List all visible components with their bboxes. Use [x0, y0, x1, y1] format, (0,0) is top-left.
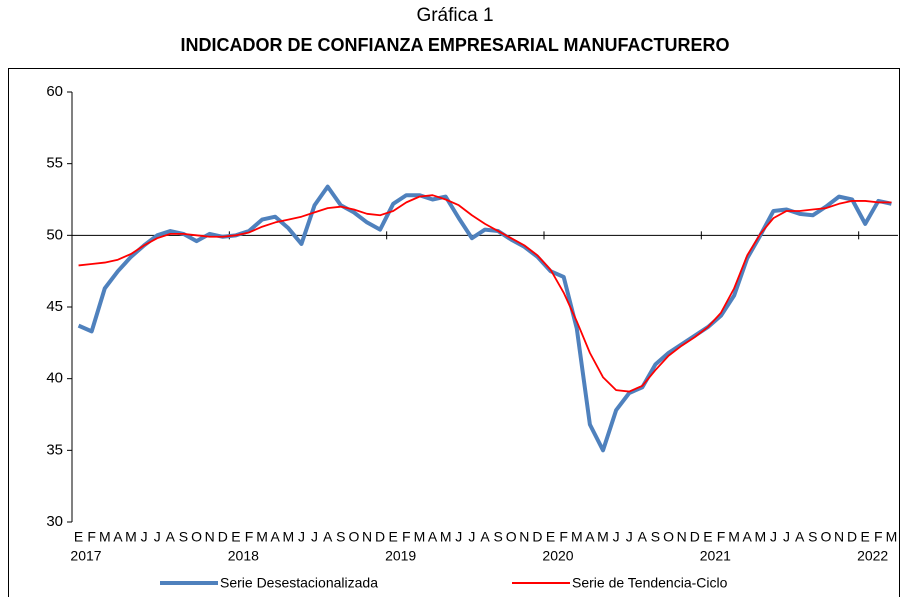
x-tick-label: O — [506, 529, 517, 545]
x-tick-label: J — [468, 529, 475, 545]
x-tick-label: M — [886, 529, 898, 545]
series-line — [78, 194, 892, 393]
x-tick-label: M — [99, 529, 111, 545]
x-tick-label: N — [205, 529, 215, 545]
x-tick-label: F — [559, 529, 568, 545]
x-tick-label: A — [428, 529, 438, 545]
x-tick-label: F — [245, 529, 254, 545]
y-tick-label: 50 — [46, 226, 63, 243]
year-label: 2020 — [542, 548, 573, 564]
x-tick-label: S — [493, 529, 502, 545]
x-tick-label: M — [728, 529, 740, 545]
x-tick-label: A — [113, 529, 123, 545]
x-tick-label: A — [166, 529, 176, 545]
x-tick-label: J — [311, 529, 318, 545]
x-tick-label: S — [651, 529, 660, 545]
x-tick-label: F — [402, 529, 411, 545]
x-tick-label: N — [362, 529, 372, 545]
x-tick-label: E — [546, 529, 555, 545]
y-tick-label: 40 — [46, 370, 63, 387]
x-tick-label: F — [874, 529, 883, 545]
year-label: 2019 — [385, 548, 416, 564]
x-tick-label: O — [191, 529, 202, 545]
y-tick-label: 35 — [46, 441, 63, 458]
x-tick-label: N — [834, 529, 844, 545]
chart-frame — [8, 68, 900, 602]
x-tick-label: O — [348, 529, 359, 545]
x-tick-label: J — [783, 529, 790, 545]
x-tick-label: O — [820, 529, 831, 545]
x-tick-label: A — [480, 529, 490, 545]
x-tick-label: M — [125, 529, 137, 545]
x-tick-label: A — [271, 529, 281, 545]
x-tick-label: J — [141, 529, 148, 545]
y-tick-label: 55 — [46, 155, 63, 172]
x-tick-label: S — [336, 529, 345, 545]
x-tick-label: M — [754, 529, 766, 545]
legend-label: Serie Desestacionalizada — [220, 575, 378, 591]
y-tick-label: 45 — [46, 298, 63, 315]
year-label: 2021 — [700, 548, 731, 564]
legend-label: Serie de Tendencia-Ciclo — [572, 575, 728, 591]
x-tick-label: E — [861, 529, 870, 545]
x-tick-label: F — [87, 529, 96, 545]
x-tick-label: E — [389, 529, 398, 545]
x-tick-label: A — [323, 529, 333, 545]
year-label: 2017 — [70, 548, 101, 564]
chart-title: Gráfica 1 — [416, 5, 493, 26]
series-line — [77, 184, 892, 453]
y-tick-label: 30 — [46, 513, 63, 530]
x-tick-label: E — [703, 529, 712, 545]
x-tick-label: D — [847, 529, 857, 545]
chart-subtitle: INDICADOR DE CONFIANZA EMPRESARIAL MANUF… — [181, 35, 730, 55]
y-tick-label: 60 — [46, 83, 63, 100]
x-tick-label: O — [663, 529, 674, 545]
x-tick-label: A — [743, 529, 753, 545]
x-tick-label: M — [440, 529, 452, 545]
x-tick-label: D — [690, 529, 700, 545]
x-tick-label: N — [677, 529, 687, 545]
year-label: 2018 — [228, 548, 259, 564]
x-tick-label: J — [455, 529, 462, 545]
x-tick-label: A — [795, 529, 805, 545]
x-tick-label: M — [597, 529, 609, 545]
x-tick-label: E — [74, 529, 83, 545]
x-tick-label: A — [585, 529, 595, 545]
x-tick-label: J — [626, 529, 633, 545]
x-tick-label: M — [256, 529, 268, 545]
x-tick-label: M — [414, 529, 426, 545]
x-tick-label: J — [770, 529, 777, 545]
x-tick-label: D — [375, 529, 385, 545]
x-tick-label: J — [613, 529, 620, 545]
x-tick-label: N — [519, 529, 529, 545]
x-tick-label: A — [638, 529, 648, 545]
x-tick-label: M — [282, 529, 294, 545]
x-tick-label: S — [808, 529, 817, 545]
x-tick-label: S — [179, 529, 188, 545]
x-tick-label: D — [532, 529, 542, 545]
year-label: 2022 — [857, 548, 888, 564]
x-tick-label: J — [154, 529, 161, 545]
x-tick-label: D — [218, 529, 228, 545]
x-tick-label: E — [231, 529, 240, 545]
x-tick-label: M — [571, 529, 583, 545]
x-tick-label: F — [717, 529, 726, 545]
x-tick-label: J — [298, 529, 305, 545]
